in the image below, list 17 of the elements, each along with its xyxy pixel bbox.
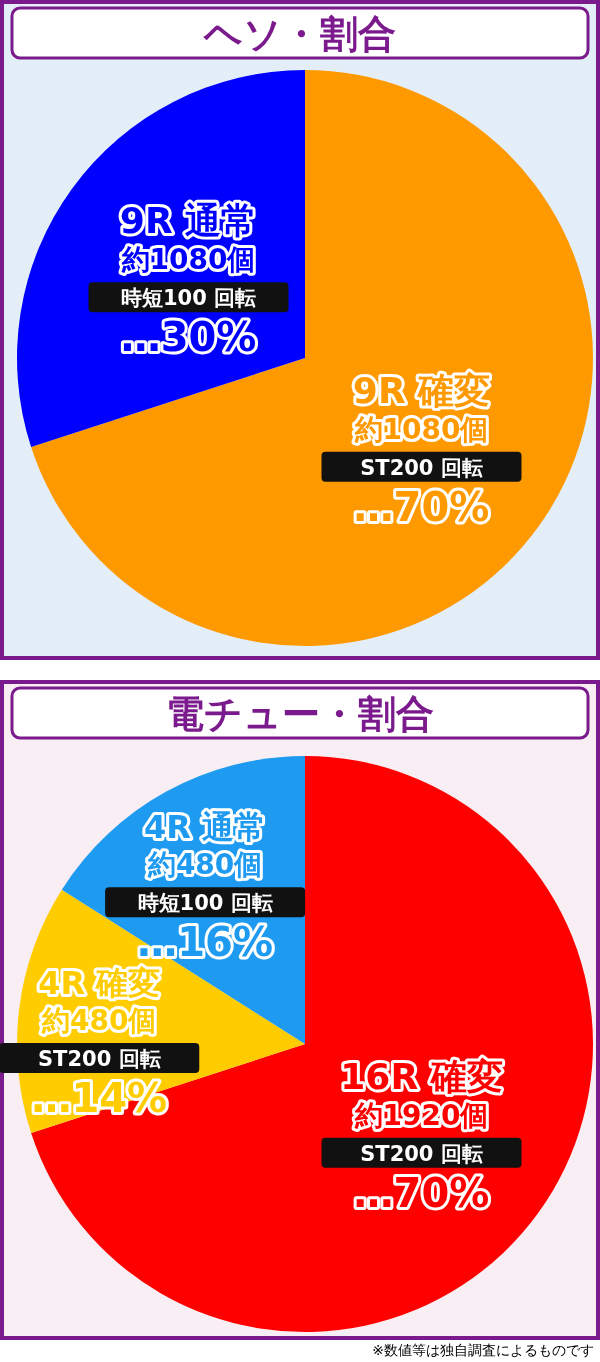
slice-label: 9R 確変 <box>352 369 491 411</box>
data-label: …70% <box>353 1169 490 1216</box>
data-label: …70% <box>353 483 490 530</box>
text: 時短100 回転 <box>120 286 257 311</box>
text: ST200 回転 <box>360 455 483 480</box>
pie-slice <box>31 70 593 646</box>
text: ST200 回転 <box>37 1047 161 1072</box>
chart-title: ヘソ・割合 <box>203 12 396 56</box>
data-label: …30% <box>120 314 257 361</box>
slice-label: 16R 確変 <box>340 1055 503 1097</box>
slice-label: 9R 通常 <box>119 200 258 242</box>
chart-title: 電チュー・割合 <box>166 692 434 736</box>
pie-slice <box>31 756 593 1332</box>
text: ※数値等は独自調査によるものです <box>372 1342 594 1358</box>
slice-label: 4R 通常 <box>144 808 267 847</box>
text: ST200 回転 <box>360 1141 483 1166</box>
text: 時短100 回転 <box>137 891 273 916</box>
